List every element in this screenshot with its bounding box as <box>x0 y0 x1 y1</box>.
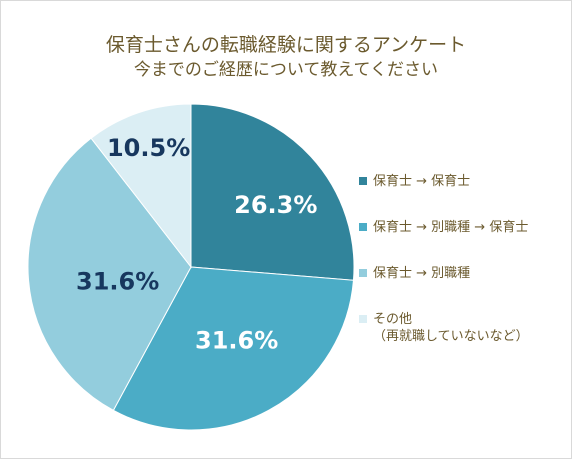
legend-label: 保育士 → 別職種 <box>373 266 471 281</box>
legend-swatch <box>359 315 367 323</box>
legend-item-2: 保育士 → 別職種 → 保育士 <box>359 219 528 236</box>
chart-subtitle: 今までのご経歴について教えてください <box>133 60 439 80</box>
legend-item-1: 保育士 → 保育士 <box>359 173 470 190</box>
legend-swatch <box>359 269 367 277</box>
slice-label-2: 31.6% <box>195 326 278 354</box>
legend-item-3: 保育士 → 別職種 <box>359 265 470 282</box>
legend-label: その他 （再就職していないなど） <box>373 312 529 344</box>
chart-title: 保育士さんの転職経験に関するアンケート <box>105 34 467 56</box>
pie-slice-4 <box>90 103 192 269</box>
legend-item-4: その他 （再就職していないなど） <box>359 311 529 345</box>
pie-slice-3 <box>27 137 192 412</box>
legend-label: 保育士 → 別職種 → 保育士 <box>373 220 529 235</box>
slice-label-1: 26.3% <box>234 191 317 219</box>
pie-slice-1 <box>190 103 355 281</box>
slice-label-4: 10.5% <box>107 134 190 162</box>
legend-label: 保育士 → 保育士 <box>373 174 471 189</box>
legend-swatch <box>359 177 367 185</box>
legend-swatch <box>359 223 367 231</box>
pie-slice-2 <box>112 266 354 431</box>
slice-label-3: 31.6% <box>76 268 159 296</box>
